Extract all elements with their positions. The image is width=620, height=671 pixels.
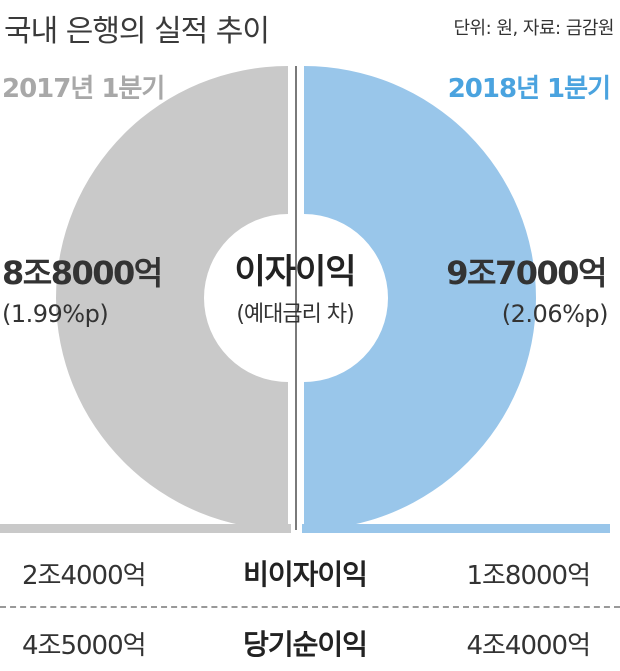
center-sublabel: (예대금리 차) — [236, 302, 354, 327]
interest-income-right: 9조7000억 — [446, 254, 607, 292]
period-label-left: 2017년 1분기 — [2, 74, 165, 104]
period-label-right: 2018년 1분기 — [447, 74, 611, 104]
interest-income-left: 8조8000억 — [2, 254, 163, 292]
unit-source-note: 단위: 원, 자료: 금감원 — [453, 18, 615, 39]
net-income-left: 4조5000억 — [22, 631, 147, 661]
net-income-label: 당기순이익 — [243, 628, 368, 661]
non-interest-income-label: 비이자이익 — [243, 558, 368, 591]
chart-title: 국내 은행의 실적 추이 — [4, 14, 270, 49]
non-interest-income-right: 1조8000억 — [466, 561, 591, 591]
net-income-right: 4조4000억 — [466, 631, 591, 661]
non-interest-income-left: 2조4000억 — [22, 561, 147, 591]
spread-right: (2.06%p) — [501, 300, 609, 328]
row-separator — [0, 606, 620, 608]
base-bar-left — [0, 524, 291, 533]
half-donut-left — [56, 66, 288, 530]
base-bar-right — [302, 524, 610, 533]
center-label: 이자이익 — [234, 252, 356, 292]
half-donut-right — [304, 66, 536, 530]
spread-left: (1.99%p) — [2, 300, 109, 328]
